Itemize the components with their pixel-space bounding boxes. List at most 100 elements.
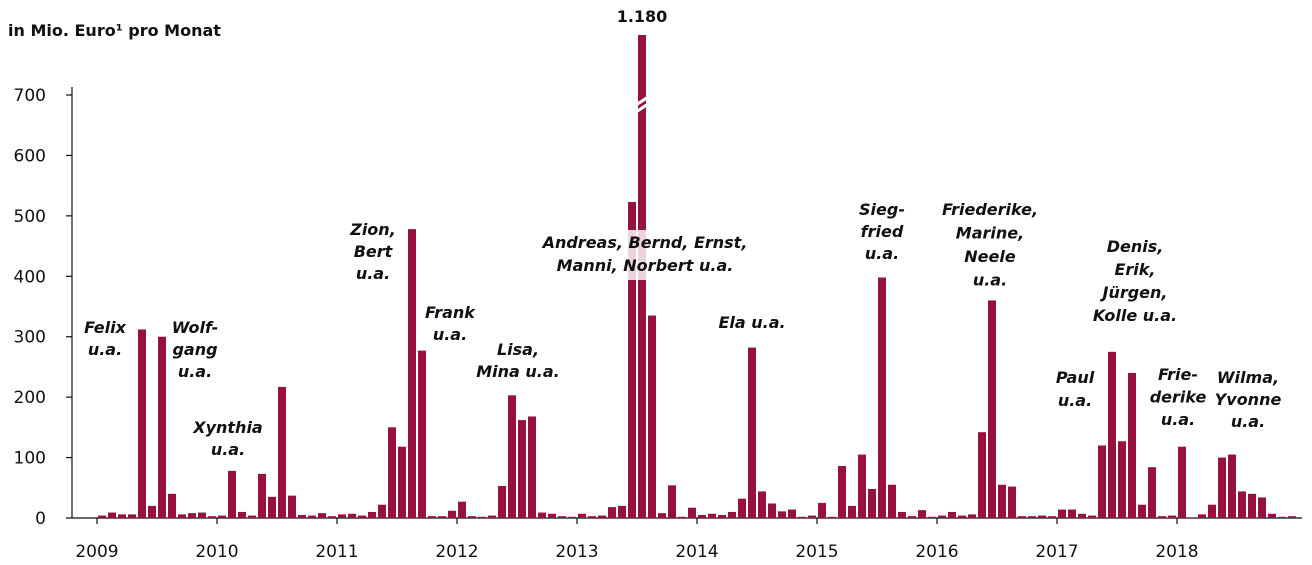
bar — [948, 511, 956, 518]
axis-break — [635, 95, 649, 114]
bar — [988, 300, 996, 518]
bar — [288, 495, 296, 518]
bar — [208, 516, 216, 518]
bar — [538, 512, 546, 518]
bar — [1178, 446, 1186, 518]
annotation: u.a. — [973, 271, 1007, 290]
bar — [628, 201, 636, 519]
bar — [448, 510, 456, 518]
annotation: Felix — [84, 318, 127, 337]
bar — [578, 513, 586, 518]
annotation: u.a. — [178, 362, 212, 381]
bar — [678, 516, 686, 518]
annotation: Sieg- — [859, 200, 905, 219]
annotation: u.a. — [88, 340, 122, 359]
bar — [848, 505, 856, 518]
bar — [858, 454, 866, 518]
y-tick-label: 200 — [14, 388, 46, 408]
bar — [998, 484, 1006, 518]
annotation: Andreas, Bernd, Ernst, — [541, 233, 748, 252]
x-tick-label: 2012 — [435, 542, 478, 562]
bar — [168, 493, 176, 518]
bar — [778, 511, 786, 518]
x-tick-label: 2010 — [195, 542, 238, 562]
x-tick-label: 2009 — [75, 542, 118, 562]
bar — [888, 484, 896, 518]
y-tick-label: 300 — [14, 328, 46, 348]
bar — [1168, 515, 1176, 518]
annotation: u.a. — [356, 264, 390, 283]
annotation: Kolle u.a. — [1093, 306, 1177, 325]
bar — [328, 516, 336, 518]
annotation: u.a. — [211, 440, 245, 459]
bar — [1028, 516, 1036, 518]
bar — [418, 350, 426, 518]
annotation: Xynthia — [192, 418, 262, 437]
bar — [1288, 516, 1296, 518]
bar — [468, 516, 476, 518]
label-backdrop — [535, 230, 757, 280]
bar — [218, 515, 226, 518]
annotation: Marine, — [956, 224, 1024, 243]
bar — [408, 229, 416, 518]
bar — [868, 488, 876, 518]
bar — [198, 512, 206, 518]
bar — [1088, 515, 1096, 518]
bar — [138, 329, 146, 518]
bar — [1248, 493, 1256, 518]
annotation: Denis, — [1107, 237, 1164, 256]
bar — [318, 513, 326, 518]
bar — [688, 507, 696, 518]
bar — [878, 277, 886, 518]
bar — [818, 502, 826, 518]
annotation: gang — [172, 340, 217, 359]
bar — [128, 514, 136, 518]
bar — [1128, 372, 1136, 518]
annotation: Erik, — [1114, 260, 1155, 279]
bar — [1208, 504, 1216, 518]
annotation: u.a. — [1231, 412, 1265, 431]
bar — [118, 514, 126, 518]
annotation: Wolf- — [172, 318, 219, 337]
bar — [598, 515, 606, 518]
bar — [258, 473, 266, 518]
y-tick-label: 100 — [14, 449, 46, 469]
bar — [438, 516, 446, 518]
annotation: Mina u.a. — [476, 362, 560, 381]
bar — [1038, 515, 1046, 518]
bar — [658, 513, 666, 518]
bar — [1148, 467, 1156, 518]
bar — [558, 516, 566, 518]
x-tick-label: 2014 — [675, 542, 718, 562]
annotation: Frank — [425, 303, 476, 322]
bar — [398, 446, 406, 518]
annotation: Wilma, — [1217, 368, 1279, 387]
bar — [528, 416, 536, 518]
annotation: Paul — [1056, 368, 1095, 387]
bar — [708, 513, 716, 518]
x-tick-label: 2017 — [1035, 542, 1078, 562]
bar — [758, 491, 766, 518]
y-tick-label: 600 — [14, 146, 46, 166]
bar — [1058, 509, 1066, 518]
bar — [798, 516, 806, 518]
annotation: Frie- — [1158, 365, 1198, 384]
bar — [958, 515, 966, 518]
chart-title: in Mio. Euro¹ pro Monat — [8, 21, 221, 40]
annotation: Neele — [964, 247, 1016, 266]
bar — [608, 507, 616, 518]
annotation: Manni, Norbert u.a. — [557, 256, 734, 275]
annotation: u.a. — [865, 244, 899, 263]
bar — [588, 516, 596, 518]
bar — [928, 516, 936, 518]
bar — [1218, 457, 1226, 518]
bar — [718, 514, 726, 518]
bar — [178, 514, 186, 518]
bar — [388, 427, 396, 518]
bar — [698, 514, 706, 518]
bar — [1078, 513, 1086, 518]
bar — [338, 514, 346, 518]
y-tick-label: 700 — [14, 86, 46, 106]
bar — [648, 315, 656, 518]
